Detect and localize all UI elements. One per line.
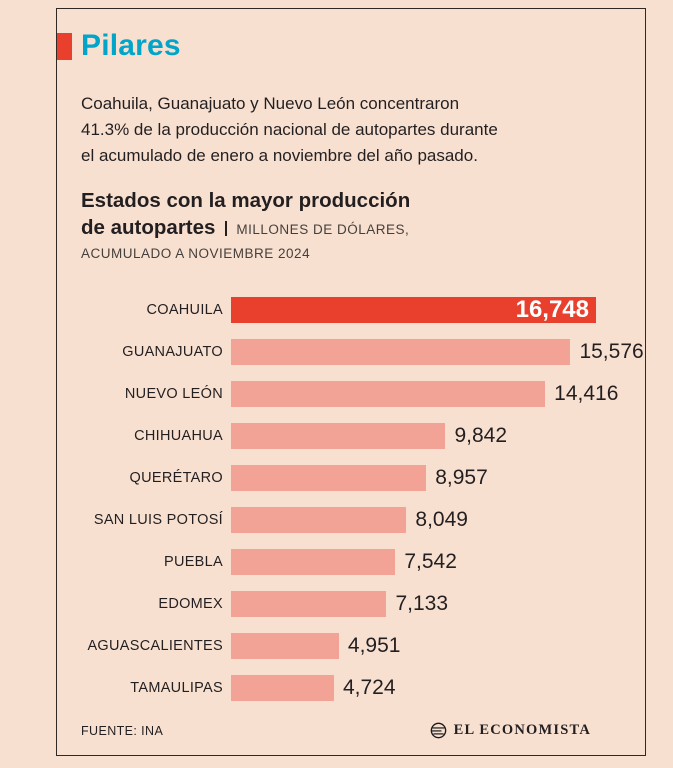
bar-value: 9,842: [454, 424, 508, 447]
intro-line: el acumulado de enero a noviembre del añ…: [81, 146, 478, 165]
bar-row: QUERÉTARO 8,957: [57, 457, 645, 499]
chart-units-line1: MILLONES DE DÓLARES,: [236, 222, 410, 237]
bar-value: 4,724: [342, 676, 396, 699]
bar-value: 15,576: [579, 340, 644, 363]
bar-value: 8,049: [415, 508, 468, 531]
bar-track: 9,842: [231, 423, 596, 449]
bar: [231, 381, 546, 407]
bar-track: 8,049: [231, 507, 596, 533]
globe-icon: [430, 722, 446, 739]
intro-line: Coahuila, Guanajuato y Nuevo León concen…: [81, 94, 460, 113]
bar-row: SAN LUIS POTOSÍ 8,049: [57, 499, 645, 541]
bar-value: 7,133: [395, 592, 449, 615]
bar-track: 15,576: [231, 339, 644, 365]
bar-track: 8,957: [231, 465, 596, 491]
bar-row: AGUASCALIENTES 4,951: [57, 625, 645, 667]
chart-units-line2: ACUMULADO A NOVIEMBRE 2024: [81, 246, 311, 261]
bar-highlight: 16,748: [231, 296, 596, 323]
intro-text: Coahuila, Guanajuato y Nuevo León concen…: [81, 91, 645, 169]
bar-row: EDOMEX 7,133: [57, 583, 645, 625]
bar: [231, 675, 334, 701]
bar-row: COAHUILA 16,748: [57, 289, 645, 331]
bar-value: 14,416: [554, 382, 619, 405]
brand-text: EL ECONOMISTA: [453, 722, 591, 738]
bar-label: AGUASCALIENTES: [87, 638, 223, 654]
title-separator-bar: [225, 221, 228, 236]
chart-title-block: Estados con la mayor producción de autop…: [81, 187, 645, 261]
bar-row: PUEBLA 7,542: [57, 541, 645, 583]
bar-label: QUERÉTARO: [129, 470, 223, 486]
bar-label: GUANAJUATO: [122, 344, 223, 360]
bar-row: CHIHUAHUA 9,842: [57, 415, 645, 457]
page-title: Pilares: [81, 29, 181, 62]
source-text: FUENTE: INA: [81, 723, 164, 738]
bar: [231, 549, 396, 575]
bar-label: CHIHUAHUA: [134, 428, 223, 444]
bar-row: NUEVO LEÓN 14,416: [57, 373, 645, 415]
bar-label: EDOMEX: [158, 596, 223, 612]
bar-track: 16,748: [231, 296, 596, 323]
bar: [231, 507, 407, 533]
bar-row: GUANAJUATO 15,576: [57, 331, 645, 373]
bar: [231, 465, 427, 491]
bar-track: 7,542: [231, 549, 596, 575]
bar-chart: COAHUILA 16,748 GUANAJUATO 15,576 NUEVO LEÓN…: [57, 289, 645, 709]
bar-track: 4,724: [231, 675, 596, 701]
bar: [231, 423, 446, 449]
bar-track: 7,133: [231, 591, 596, 617]
bar-label: SAN LUIS POTOSÍ: [93, 512, 223, 528]
bar: [231, 339, 571, 365]
bar-track: 14,416: [231, 381, 618, 407]
bar-label: PUEBLA: [163, 554, 223, 570]
brand-logo: EL ECONOMISTA: [430, 722, 591, 739]
bar-label: NUEVO LEÓN: [124, 386, 223, 402]
bar-label: COAHUILA: [146, 302, 223, 318]
footer: FUENTE: INA EL ECONOMISTA: [81, 722, 591, 739]
bar-value: 7,542: [404, 550, 457, 573]
bar-track: 4,951: [231, 633, 596, 659]
bar-value: 4,951: [347, 634, 401, 657]
bar-label: TAMAULIPAS: [130, 680, 223, 696]
bar-row: TAMAULIPAS 4,724: [57, 667, 645, 709]
header: Pilares: [57, 29, 645, 63]
infographic-frame: Pilares Coahuila, Guanajuato y Nuevo Leó…: [56, 8, 646, 756]
chart-title-line2: de autopartes MILLONES DE DÓLARES,: [81, 216, 410, 239]
bar: [231, 591, 387, 617]
bar: [231, 633, 339, 659]
intro-line: 41.3% de la producción nacional de autop…: [81, 120, 498, 139]
bar-value: 16,748: [515, 296, 589, 323]
bar-value: 8,957: [435, 466, 488, 489]
title-accent-square: [57, 32, 72, 60]
chart-title-line1: Estados con la mayor producción: [81, 189, 411, 212]
